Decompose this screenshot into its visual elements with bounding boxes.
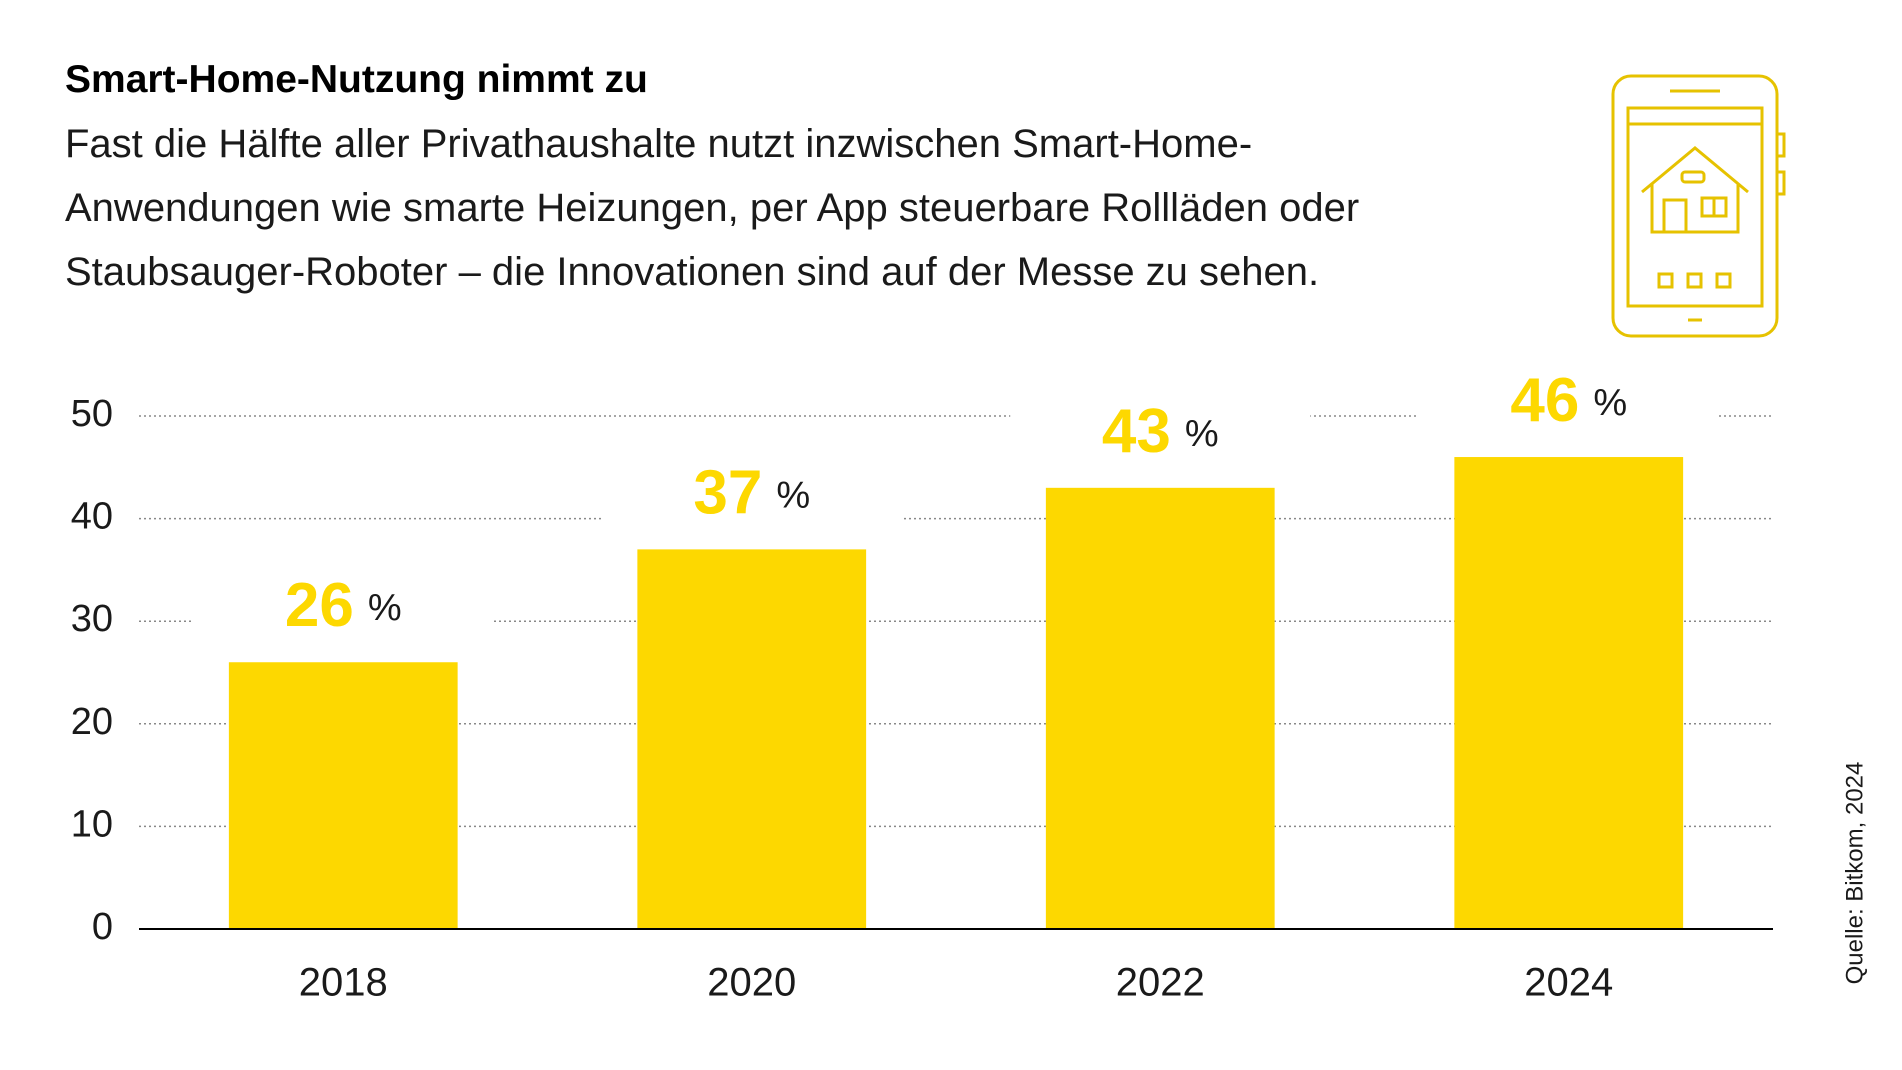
bar [1454,457,1684,929]
phone-icon [1611,74,1786,338]
x-tick-label: 2020 [707,961,796,1005]
y-tick-label: 40 [71,496,113,538]
y-tick-label: 0 [92,906,113,948]
bar [228,662,458,929]
label-background [1418,371,1719,440]
data-label: 37% [693,459,810,528]
data-label-unit: % [1185,413,1219,455]
data-label: 43% [1102,397,1219,466]
chart-title: Smart-Home-Nutzung nimmt zu [65,58,648,101]
label-background [193,576,494,645]
data-label: 46% [1510,366,1627,435]
data-label: 26% [285,572,402,641]
y-tick-label: 30 [71,598,113,640]
data-label-value: 43 [1102,397,1171,466]
y-tick-label: 20 [71,701,113,743]
label-background [1010,401,1311,470]
data-label-unit: % [776,474,810,516]
x-tick-label: 2024 [1524,961,1613,1005]
chart-subtitle: Fast die Hälfte aller Privathaushalte nu… [65,122,1360,294]
label-background [601,463,902,532]
data-label-value: 46 [1510,366,1579,435]
x-tick-label: 2018 [299,961,388,1005]
data-label-value: 26 [285,572,354,641]
y-tick-label: 50 [71,393,113,435]
data-label-unit: % [1593,382,1627,424]
y-tick-label: 10 [71,803,113,845]
bar [1045,487,1275,929]
x-tick-label: 2022 [1116,961,1205,1005]
data-label-value: 37 [693,459,762,528]
bar [637,549,867,929]
source: Quelle: Bitkom, 2024 [1841,762,1868,985]
data-label-unit: % [368,587,402,629]
